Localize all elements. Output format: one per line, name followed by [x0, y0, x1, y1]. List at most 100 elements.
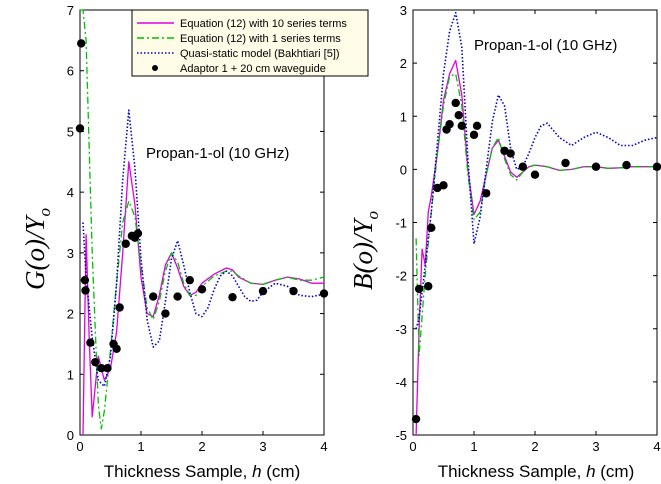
plot-area-left [79, 9, 325, 436]
legend-label-3: Quasi-static model (Bakhtiari [5]) [180, 48, 340, 60]
x-axis-label-left-suffix: (cm) [262, 462, 301, 481]
data-point-left [173, 292, 182, 301]
legend-label-4: Adaptor 1 + 20 cm waveguide [180, 63, 326, 75]
y-tick-label-left: 5 [67, 124, 74, 139]
x-axis-label-right: Thickness Sample, h (cm) [438, 462, 635, 481]
data-point-left [133, 229, 143, 238]
series-line-right-2 [415, 73, 657, 356]
series-line-right-3 [415, 11, 658, 330]
data-point-left [75, 124, 85, 133]
x-tick-label-left: 3 [259, 439, 266, 454]
y-tick-label-right: 3 [400, 3, 407, 18]
y-axis-label-left: G(o)/Yo [20, 208, 54, 290]
x-tick-label-left: 4 [320, 439, 327, 454]
annotation-right: Propan-1-ol (10 GHz) [474, 37, 617, 54]
data-point-right [591, 162, 601, 171]
y-tick-label-left: 1 [67, 367, 74, 382]
data-point-right [424, 282, 433, 291]
x-axis-label-left: Thickness Sample, h (cm) [104, 462, 301, 481]
y-axis-label-left-sub: o [35, 208, 54, 217]
y-tick-label-right: 2 [400, 56, 407, 71]
data-point-right [530, 170, 540, 179]
y-tick-label-right: 1 [400, 109, 407, 124]
x-tick-label-left: 0 [76, 439, 83, 454]
y-tick-label-left: 7 [67, 3, 74, 18]
data-point-left [149, 292, 158, 301]
x-tick-label-right: 2 [531, 439, 538, 454]
data-point-left [319, 289, 329, 298]
data-point-left [185, 275, 194, 285]
x-axis-label-right-var: h [586, 462, 595, 481]
y-axis-label-right: B(o)/Yo [348, 211, 382, 290]
data-point-right [414, 284, 424, 294]
data-point-right [622, 160, 631, 170]
y-axis-label-right-sub: o [363, 211, 382, 220]
y-tick-label-right: -3 [395, 322, 407, 337]
y-tick-label-right: 0 [400, 162, 407, 177]
x-axis-label-right-prefix: Thickness Sample, [438, 462, 586, 481]
data-point-right [561, 158, 570, 168]
annotation-left: Propan-1-ol (10 GHz) [146, 145, 289, 162]
data-point-left [197, 285, 207, 294]
data-point-left [81, 286, 90, 295]
data-point-right [469, 130, 479, 140]
x-axis-label-left-prefix: Thickness Sample, [104, 462, 252, 481]
data-point-left [80, 275, 90, 285]
data-point-left [103, 364, 112, 373]
data-point-right [451, 98, 460, 108]
data-point-right [445, 120, 454, 129]
points-group-left [75, 39, 329, 373]
legend-label-2: Equation (12) with 1 series terms [180, 33, 341, 45]
series-line-left-2 [80, 9, 325, 430]
chart-left-conductance: 0 1 2 3 4 0 1 2 3 4 5 6 7 Propan-1-ol (10 GHz) G(o)/… [20, 3, 329, 481]
legend-marker [152, 65, 158, 71]
x-tick-label-right: 1 [470, 439, 477, 454]
y-tick-label-left: 3 [67, 246, 74, 261]
data-point-left [115, 303, 124, 312]
y-axis-label-right-main: B(o)/Y [348, 217, 378, 290]
data-point-right [427, 223, 436, 233]
series-group-left [80, 9, 325, 436]
x-axis-label-left-var: h [252, 462, 261, 481]
data-point-right [506, 149, 515, 158]
data-point-left [77, 39, 86, 48]
points-group-right [411, 98, 661, 424]
data-point-left [161, 309, 170, 318]
data-point-left [112, 344, 121, 353]
data-point-left [91, 357, 100, 367]
chart-right-susceptance: 0 1 2 3 4 -5 -4 -3 -2 -1 0 1 2 3 Propan-1-ol (10 GHz)… [348, 3, 661, 481]
y-axis-label-left-main: G(o)/Y [20, 214, 50, 290]
tick-group-right: 0 1 2 3 4 -5 -4 -3 -2 -1 0 1 2 3 [395, 3, 660, 454]
plot-area-right [412, 9, 658, 436]
data-point-right [518, 162, 527, 171]
data-point-right [472, 121, 482, 131]
data-point-left [289, 286, 298, 296]
x-tick-label-left: 1 [137, 439, 144, 454]
data-point-left [97, 364, 106, 373]
data-point-right [457, 121, 466, 131]
data-point-right [652, 162, 661, 171]
x-tick-label-right: 3 [592, 439, 599, 454]
y-tick-label-right: -5 [395, 428, 407, 443]
x-tick-label-left: 2 [198, 439, 205, 454]
x-tick-label-right: 4 [653, 439, 660, 454]
data-point-left [258, 286, 268, 296]
legend: Equation (12) with 10 series terms Equati… [131, 9, 369, 77]
x-tick-label-right: 0 [409, 439, 416, 454]
y-tick-label-left: 4 [67, 185, 74, 200]
data-point-right [454, 110, 463, 120]
legend-box [131, 9, 369, 77]
data-point-right [439, 181, 448, 190]
y-tick-label-left: 2 [67, 307, 74, 322]
series-line-left-3 [82, 109, 325, 388]
y-tick-label-right: -4 [395, 375, 407, 390]
data-point-left [121, 239, 130, 248]
y-tick-label-left: 0 [67, 428, 74, 443]
data-point-right [411, 414, 421, 424]
data-point-left [86, 338, 95, 347]
legend-label-1: Equation (12) with 10 series terms [180, 18, 347, 30]
x-axis-label-right-suffix: (cm) [596, 462, 635, 481]
y-tick-label-right: -2 [395, 269, 407, 284]
y-tick-label-left: 6 [67, 64, 74, 79]
